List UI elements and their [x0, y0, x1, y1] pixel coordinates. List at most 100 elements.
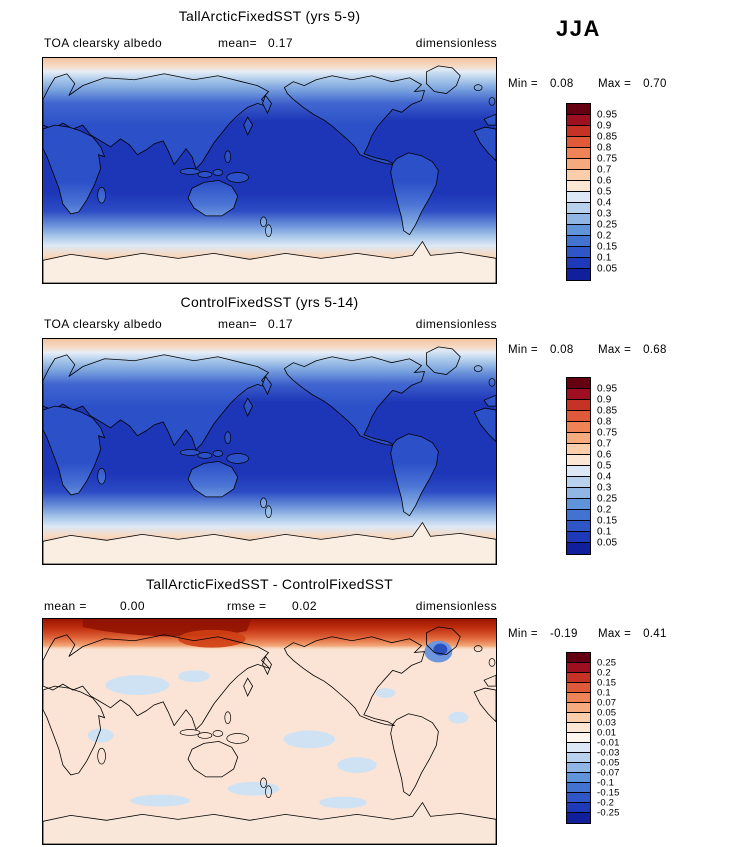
colorbar-segment	[567, 510, 590, 521]
colorbar-segment	[567, 813, 590, 823]
colorbar-tick: 0.2	[597, 667, 611, 679]
colorbar-tick: 0.85	[597, 405, 618, 417]
colorbar-segment	[567, 773, 590, 783]
panel3-stats-row: mean = 0.00 rmse = 0.02 dimensionless	[42, 599, 497, 615]
colorbar-tick: -0.1	[597, 777, 615, 789]
panel3-title: TallArcticFixedSST - ControlFixedSST	[145, 576, 394, 592]
colorbar-segment	[567, 170, 590, 181]
colorbar-segment	[567, 477, 590, 488]
panel2-max-value: 0.68	[643, 344, 667, 356]
map-canvas-control	[43, 339, 496, 564]
colorbar-tick: -0.07	[597, 767, 620, 779]
colorbar-segment	[567, 753, 590, 763]
colorbar-tick: 0.1	[597, 687, 611, 699]
colorbar-albedo-panel1: 0.95 0.9 0.85 0.8 0.75 0.7 0.6 0.5 0.4 0.3 0.25 0.2…	[566, 103, 617, 281]
panel3-rmse-label: rmse =	[227, 599, 267, 613]
colorbar-tick: 0.75	[597, 427, 618, 439]
colorbar-segment	[567, 104, 590, 115]
colorbar-segment	[567, 225, 590, 236]
colorbar-segment	[567, 543, 590, 554]
colorbar-segment	[567, 663, 590, 673]
panel2-minmax: Min = 0.08 Max = 0.68	[508, 344, 728, 356]
colorbar-segment	[567, 733, 590, 743]
colorbar-tick: 0.3	[597, 482, 612, 494]
colorbar-tick: 0.5	[597, 186, 612, 198]
colorbar-tick: 0.3	[597, 208, 612, 220]
colorbar-segment	[567, 192, 590, 203]
colorbar-segment	[567, 159, 590, 170]
map-controlfixedsst	[42, 338, 497, 565]
panel1-variable-label: TOA clearsky albedo	[44, 36, 163, 50]
colorbar-tick: 0.15	[597, 241, 618, 253]
colorbar-segment	[567, 137, 590, 148]
colorbar-segment	[567, 488, 590, 499]
colorbar-tick: 0.01	[597, 727, 617, 739]
map-tallarcticfixedsst	[42, 57, 497, 284]
colorbar-tick: 0.2	[597, 230, 612, 242]
colorbar-tick: 0.2	[597, 504, 612, 516]
colorbar-segment	[567, 115, 590, 126]
colorbar-tick: 0.15	[597, 515, 618, 527]
colorbar-segment	[567, 803, 590, 813]
colorbar-tick: 0.05	[597, 707, 617, 719]
panel1-mean-value: 0.17	[268, 36, 293, 50]
colorbar-tick: 0.8	[597, 142, 612, 154]
colorbar-albedo-panel2: 0.95 0.9 0.85 0.8 0.75 0.7 0.6 0.5 0.4 0.3 0.25 0.2…	[566, 377, 617, 555]
colorbar-segment	[567, 793, 590, 803]
panel3-min-value: -0.19	[549, 628, 578, 640]
colorbar-tick: 0.6	[597, 175, 612, 187]
panel1-title: TallArcticFixedSST (yrs 5-9)	[178, 8, 361, 24]
panel2-max-label: Max =	[597, 344, 632, 356]
colorbar-tick: 0.4	[597, 197, 612, 209]
panel1-stats-row: TOA clearsky albedo mean= 0.17 dimension…	[42, 36, 497, 52]
colorbar-tick: 0.8	[597, 416, 612, 428]
colorbar-segment	[567, 148, 590, 159]
colorbar-tick: 0.15	[597, 677, 617, 689]
colorbar-segment	[567, 723, 590, 733]
colorbar-segment	[567, 466, 590, 477]
colorbar-segment	[567, 763, 590, 773]
colorbar-tick: 0.25	[597, 657, 617, 669]
panel2-min-value: 0.08	[549, 344, 574, 356]
colorbar-tick: 0.7	[597, 438, 612, 450]
colorbar-tick: 0.4	[597, 471, 612, 483]
colorbar-segment	[567, 653, 590, 663]
map-difference	[42, 618, 497, 845]
map-canvas-tallarctic	[43, 58, 496, 283]
colorbar-segment	[567, 783, 590, 793]
colorbar-tick: -0.15	[597, 787, 620, 799]
colorbar-tick: 0.25	[597, 493, 618, 505]
panel3-minmax: Min = -0.19 Max = 0.41	[508, 628, 728, 640]
colorbar-tick: 0.6	[597, 449, 612, 461]
colorbar-segments	[566, 377, 591, 555]
colorbar-segment	[567, 422, 590, 433]
panel2-title: ControlFixedSST (yrs 5-14)	[180, 294, 359, 310]
colorbar-segment	[567, 258, 590, 269]
colorbar-segment	[567, 683, 590, 693]
colorbar-segment	[567, 673, 590, 683]
panel1-max-value: 0.70	[643, 78, 667, 90]
panel2-min-label: Min =	[508, 344, 538, 356]
colorbar-segment	[567, 521, 590, 532]
panel1-units-label: dimensionless	[415, 36, 497, 50]
colorbar-segment	[567, 444, 590, 455]
colorbar-segment	[567, 236, 590, 247]
colorbar-segment	[567, 181, 590, 192]
colorbar-tick: 0.9	[597, 120, 612, 132]
colorbar-tick: -0.05	[597, 757, 620, 769]
colorbar-segments	[566, 103, 591, 281]
colorbar-segment	[567, 214, 590, 225]
colorbar-tick: 0.1	[597, 252, 612, 264]
panel1-minmax: Min = 0.08 Max = 0.70	[508, 78, 728, 90]
colorbar-tick: 0.95	[597, 109, 618, 121]
colorbar-segment	[567, 247, 590, 258]
colorbar-tick: 0.95	[597, 383, 618, 395]
season-label: JJA	[556, 16, 601, 41]
colorbar-segment	[567, 400, 590, 411]
colorbar-tick: 0.5	[597, 460, 612, 472]
colorbar-segment	[567, 269, 590, 280]
panel1-min-label: Min =	[508, 78, 538, 90]
panel2-units-label: dimensionless	[415, 317, 497, 331]
colorbar-tick: 0.85	[597, 131, 618, 143]
